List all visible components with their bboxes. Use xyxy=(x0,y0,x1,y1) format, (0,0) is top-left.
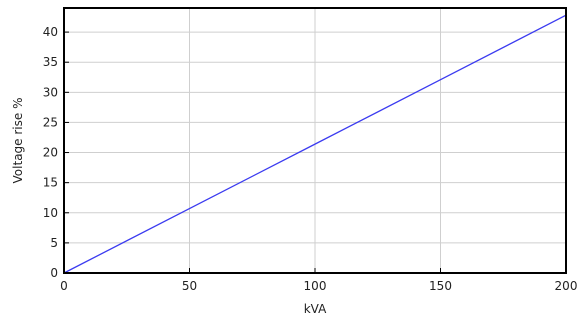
plot-frame xyxy=(63,7,567,274)
grid-lines xyxy=(64,8,566,273)
x-tick-label: 50 xyxy=(182,279,197,293)
y-tick-label: 5 xyxy=(50,236,58,250)
y-tick-label: 10 xyxy=(43,206,58,220)
y-tick-label: 15 xyxy=(43,176,58,190)
x-tick-label: 150 xyxy=(429,279,452,293)
x-tick-label: 200 xyxy=(555,279,578,293)
x-tick-label: 0 xyxy=(60,279,68,293)
y-tick-label: 20 xyxy=(43,146,58,160)
y-tick-label: 0 xyxy=(50,266,58,280)
y-tick-labels: 0 5 10 15 20 25 30 35 40 xyxy=(43,25,58,280)
x-tick-labels: 0 50 100 150 200 xyxy=(60,279,577,293)
x-tick-label: 100 xyxy=(304,279,327,293)
x-axis-label: kVA xyxy=(304,302,327,316)
y-tick-label: 40 xyxy=(43,25,58,39)
y-tick-label: 25 xyxy=(43,115,58,129)
series-layer xyxy=(63,14,567,274)
y-tick-label: 30 xyxy=(43,85,58,99)
y-axis-label: Voltage rise % xyxy=(11,98,25,184)
y-tick-label: 35 xyxy=(43,55,58,69)
series-line xyxy=(63,14,567,274)
